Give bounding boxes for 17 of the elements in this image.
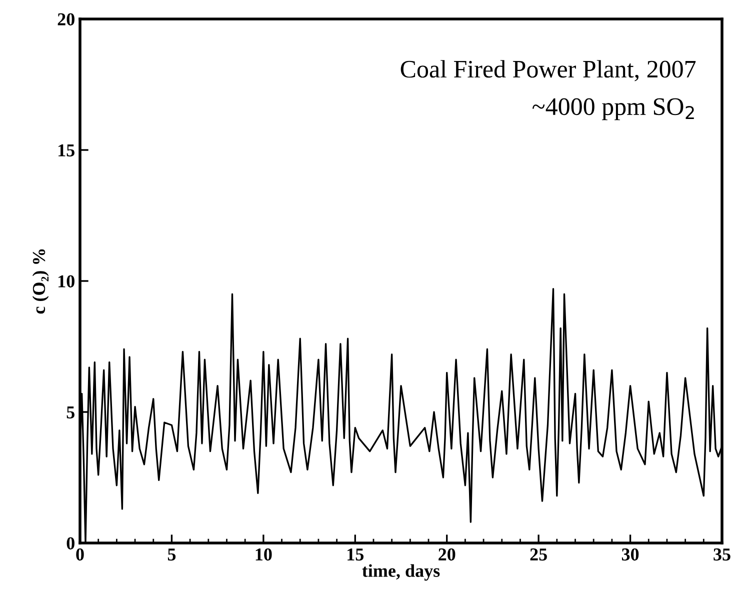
- annotation: Coal Fired Power Plant, 2007: [400, 60, 696, 82]
- annotation: ~4000 ppm SO$_{2}$: [532, 98, 694, 120]
- x-tick-label: 35: [714, 548, 730, 561]
- y-tick-label: 15: [58, 144, 74, 156]
- x-tick-label: 15: [348, 548, 364, 561]
- y-tick-label: 10: [58, 275, 74, 288]
- x-tick-label: 25: [530, 548, 547, 561]
- x-axis-title: time, days: [362, 564, 440, 581]
- y-tick-label: 5: [66, 406, 74, 418]
- x-tick-label: 0: [76, 548, 84, 561]
- x-tick-label: 30: [622, 548, 639, 561]
- y-tick-label: 20: [58, 13, 74, 26]
- y-tick-label: 0: [66, 537, 74, 550]
- x-tick-label: 20: [438, 548, 456, 561]
- x-tick-label: 5: [168, 548, 176, 561]
- x-tick-label: 10: [256, 548, 272, 561]
- y-axis-title: c (O₂) %: [32, 249, 49, 314]
